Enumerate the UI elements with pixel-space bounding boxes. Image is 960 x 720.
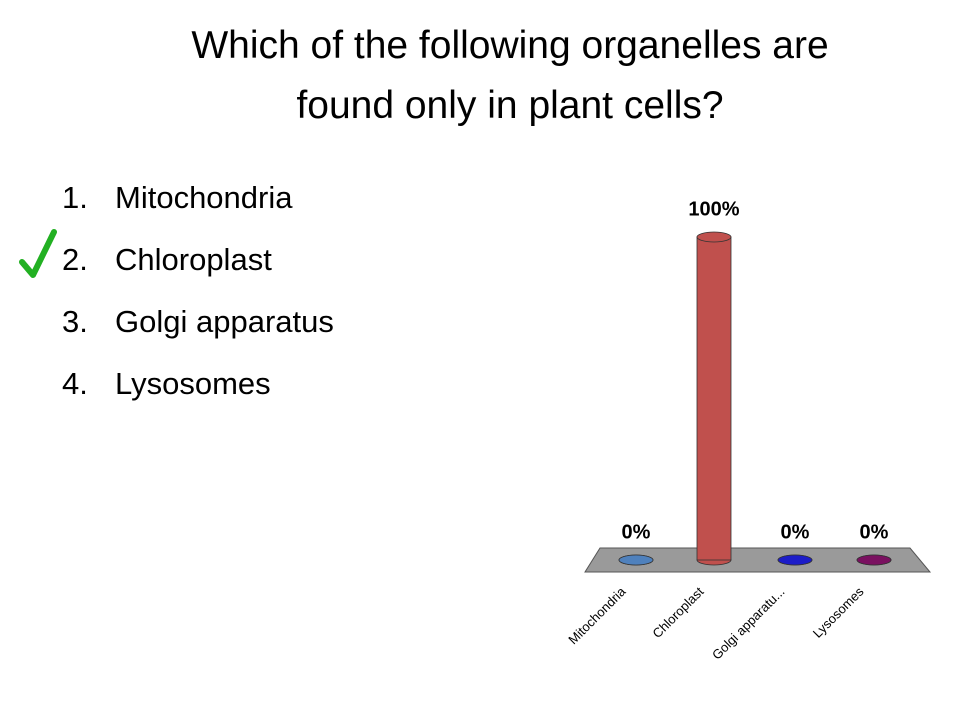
x-tick-label: Golgi apparatu... (709, 584, 788, 663)
list-number: 3. (62, 304, 88, 339)
bar (856, 554, 892, 566)
list-number: 2. (62, 242, 88, 277)
list-item: Lysosomes (115, 366, 271, 401)
value-label: 0% (860, 521, 889, 543)
slide-title: Which of the following organelles are fou… (191, 24, 828, 127)
value-label: 0% (622, 521, 651, 543)
check-mark (19, 229, 57, 278)
chart-floor (584, 547, 932, 573)
bar (618, 554, 654, 566)
x-tick-label: Mitochondria (565, 583, 629, 647)
list-item: Chloroplast (115, 242, 272, 277)
list-item: Golgi apparatus (115, 304, 334, 339)
bar-top (618, 554, 654, 566)
x-tick-label: Chloroplast (649, 584, 706, 641)
value-label: 0% (781, 521, 810, 543)
bar-top (777, 554, 813, 566)
x-tick-label: Lysosomes (810, 584, 867, 641)
bar-top (856, 554, 892, 566)
value-label: 100% (688, 198, 739, 220)
list-number: 4. (62, 366, 88, 401)
chart: 0% Mitochondria 100% Chloroplast 0% Golgi app… (565, 198, 892, 663)
bar (696, 231, 732, 566)
list-item: Mitochondria (115, 180, 293, 215)
bar-body (696, 236, 732, 561)
bar (777, 554, 813, 566)
list-number: 1. (62, 180, 88, 215)
bar-top (696, 231, 732, 243)
